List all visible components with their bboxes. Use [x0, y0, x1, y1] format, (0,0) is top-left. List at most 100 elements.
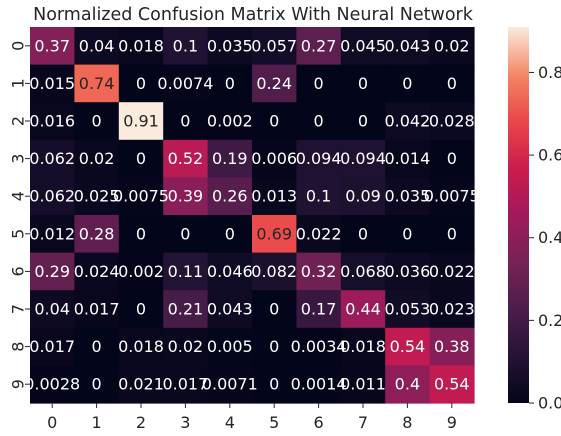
- cell-value-label: 0.015: [29, 74, 75, 93]
- heatmap-cell: [252, 215, 297, 254]
- heatmap-cell: [74, 252, 120, 291]
- heatmap-cell: [163, 177, 209, 216]
- heatmap-cell: [340, 64, 386, 103]
- y-tick-label: 2: [9, 116, 28, 126]
- cell-value-label: 0.74: [79, 74, 115, 93]
- heatmap-cell: [429, 365, 475, 404]
- heatmap-cell: [252, 27, 297, 66]
- cell-value-label: 0.0014: [291, 375, 347, 394]
- cell-value-label: 0: [402, 224, 412, 243]
- heatmap-cell: [385, 27, 431, 66]
- cell-value-label: 0: [225, 74, 235, 93]
- cell-value-label: 0.057: [251, 36, 297, 55]
- heatmap-cell: [385, 290, 431, 329]
- cell-value-label: 0: [269, 300, 279, 319]
- x-tick-label: 1: [92, 413, 102, 432]
- cell-value-label: 0.0075: [424, 187, 480, 206]
- cell-value-label: 0.028: [429, 112, 475, 131]
- cell-value-label: 0: [358, 74, 368, 93]
- heatmap-cell: [340, 252, 386, 291]
- heatmap-cell: [74, 327, 120, 366]
- cell-value-label: 0.062: [29, 187, 75, 206]
- cell-value-label: 0.28: [79, 224, 115, 243]
- heatmap-cell: [340, 102, 386, 141]
- heatmap-cell: [296, 64, 342, 103]
- colorbar-tick-label: 0.0: [538, 394, 561, 413]
- heatmap-cell: [163, 27, 209, 66]
- cell-value-label: 0: [269, 337, 279, 356]
- cell-value-label: 0.39: [168, 187, 204, 206]
- cell-value-label: 0.012: [29, 224, 75, 243]
- heatmap-cell: [252, 139, 297, 178]
- cell-value-label: 0: [92, 375, 102, 394]
- heatmap-cell: [207, 252, 253, 291]
- cell-value-label: 0.053: [384, 300, 430, 319]
- heatmap-cell: [163, 365, 209, 404]
- heatmap-cell: [385, 252, 431, 291]
- y-tick-label: 7: [9, 304, 28, 314]
- cell-value-label: 0: [358, 224, 368, 243]
- heatmap-cell: [30, 64, 75, 103]
- cell-value-label: 0: [136, 149, 146, 168]
- cell-value-label: 0.046: [207, 262, 253, 281]
- heatmap-cell: [118, 215, 164, 254]
- heatmap-cell: [74, 27, 120, 66]
- cell-value-label: 0.017: [162, 375, 208, 394]
- cell-value-label: 0: [136, 74, 146, 93]
- cell-value-label: 0: [402, 74, 412, 93]
- heatmap-cell: [74, 102, 120, 141]
- x-tick-label: 8: [402, 413, 412, 432]
- x-tick-label: 5: [269, 413, 279, 432]
- cell-value-label: 0.29: [34, 262, 70, 281]
- heatmap-cell: [207, 27, 253, 66]
- heatmap-cell: [30, 327, 75, 366]
- heatmap-cell: [385, 139, 431, 178]
- cell-value-label: 0.017: [29, 337, 75, 356]
- cell-value-label: 0.002: [118, 262, 164, 281]
- cell-value-label: 0.023: [429, 300, 475, 319]
- cell-value-label: 0.002: [207, 112, 253, 131]
- cell-value-label: 0.043: [384, 36, 430, 55]
- cell-value-label: 0.1: [306, 187, 331, 206]
- heatmap-cell: [385, 365, 431, 404]
- cell-value-label: 0: [447, 224, 457, 243]
- heatmap-cell: [429, 139, 475, 178]
- heatmap-cell: [296, 365, 342, 404]
- chart-title: Normalized Confusion Matrix With Neural …: [33, 5, 474, 25]
- heatmap-cell: [118, 102, 164, 141]
- heatmap-cell: [296, 139, 342, 178]
- x-tick-label: 4: [225, 413, 235, 432]
- heatmap-cell: [429, 27, 475, 66]
- heatmap-cell: [118, 290, 164, 329]
- cell-value-label: 0.013: [251, 187, 297, 206]
- heatmap-cell: [429, 290, 475, 329]
- heatmap-cell: [429, 252, 475, 291]
- cell-value-label: 0: [136, 224, 146, 243]
- cell-value-label: 0: [92, 112, 102, 131]
- heatmap-cell: [74, 139, 120, 178]
- heatmap-cell: [296, 215, 342, 254]
- heatmap-cell: [340, 365, 386, 404]
- heatmap-cell: [118, 365, 164, 404]
- heatmap-cell: [252, 102, 297, 141]
- y-axis-tick-labels: 0 1 2 3 4 5 6 7 8 9: [9, 41, 30, 389]
- heatmap-cell: [74, 177, 120, 216]
- heatmap-cell: [163, 215, 209, 254]
- cell-value-label: 0.016: [29, 112, 75, 131]
- cell-value-label: 0: [447, 149, 457, 168]
- colorbar-tick-labels: 0.0 0.2 0.4 0.6 0.8: [529, 63, 561, 413]
- colorbar-tick-label: 0.4: [538, 228, 561, 247]
- heatmap-cell: [74, 290, 120, 329]
- heatmap-cell: [163, 252, 209, 291]
- heatmap-cell: [118, 177, 164, 216]
- cell-value-label: 0.014: [384, 149, 430, 168]
- cell-value-label: 0.02: [79, 149, 115, 168]
- cell-value-label: 0.26: [212, 187, 248, 206]
- cell-value-label: 0: [447, 74, 457, 93]
- cell-value-label: 0.91: [123, 112, 159, 131]
- heatmap-cell: [118, 327, 164, 366]
- heatmap-cell: [385, 215, 431, 254]
- cell-value-label: 0.4: [395, 375, 420, 394]
- heatmap-cell: [296, 252, 342, 291]
- heatmap-cell: [252, 365, 297, 404]
